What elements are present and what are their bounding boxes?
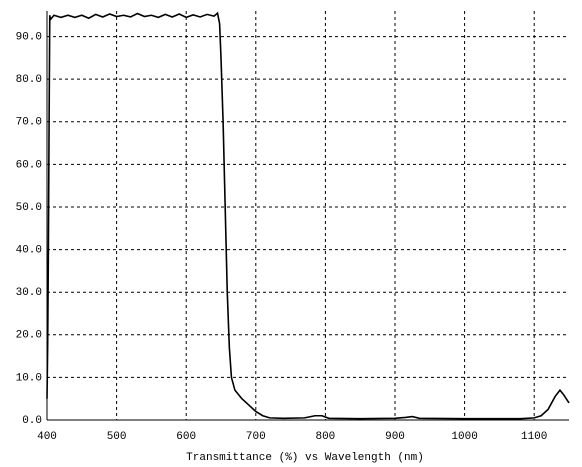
y-tick-label: 10.0 xyxy=(16,372,42,384)
y-tick-label: 80.0 xyxy=(16,74,42,86)
x-tick-label: 1100 xyxy=(521,431,547,443)
y-tick-label: 0.0 xyxy=(22,415,42,427)
y-tick-label: 30.0 xyxy=(16,287,42,299)
y-tick-label: 20.0 xyxy=(16,330,42,342)
x-tick-label: 500 xyxy=(107,431,127,443)
y-tick-label: 90.0 xyxy=(16,31,42,43)
y-tick-label: 60.0 xyxy=(16,159,42,171)
x-tick-label: 400 xyxy=(37,431,57,443)
y-tick-label: 50.0 xyxy=(16,202,42,214)
x-tick-label: 900 xyxy=(385,431,405,443)
x-tick-label: 1000 xyxy=(451,431,477,443)
x-tick-label: 800 xyxy=(315,431,335,443)
x-axis-label: Transmittance (%) vs Wavelength (nm) xyxy=(186,452,424,464)
x-tick-label: 600 xyxy=(176,431,196,443)
data-line xyxy=(46,11,570,420)
x-tick-label: 700 xyxy=(246,431,266,443)
y-tick-label: 40.0 xyxy=(16,244,42,256)
y-tick-label: 70.0 xyxy=(16,117,42,129)
